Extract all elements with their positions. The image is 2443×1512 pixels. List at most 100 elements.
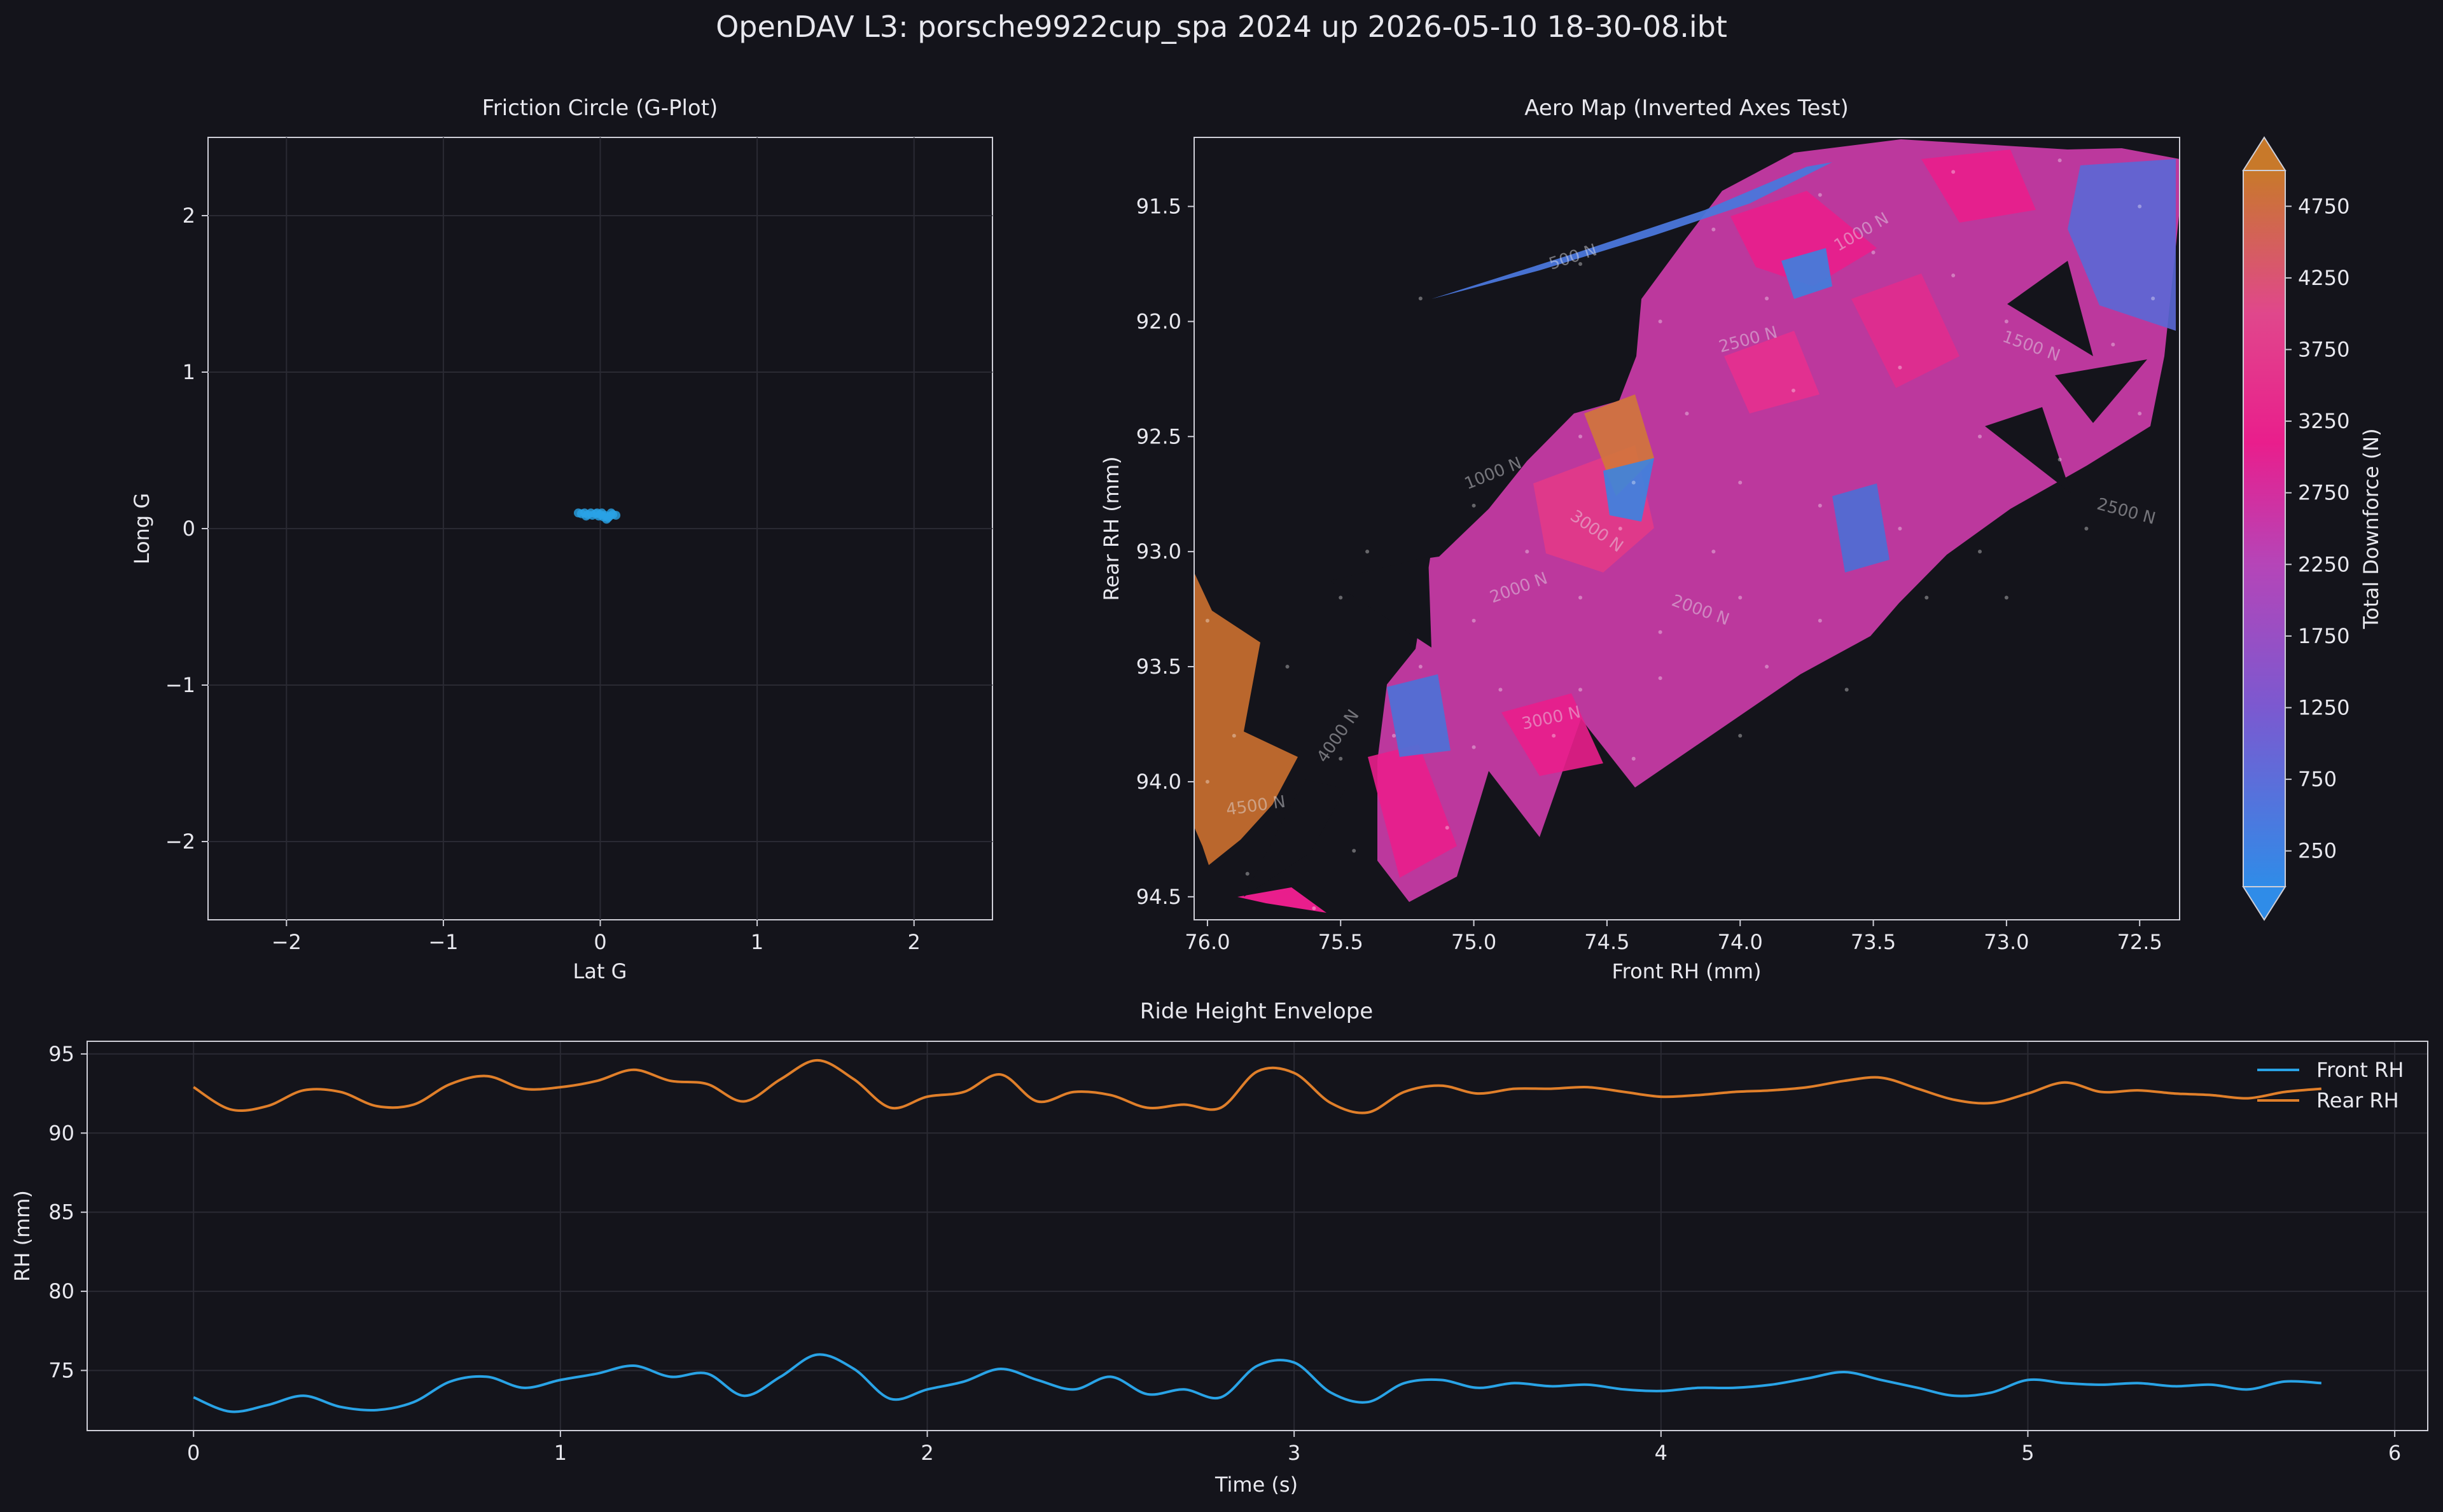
friction-circle-ylabel: Long G <box>130 493 154 564</box>
aero-map-contour-label: 4000 N <box>1313 706 1363 766</box>
colorbar-extend-bottom <box>2242 886 2286 921</box>
friction-circle-ytick-label: 0 <box>183 517 195 541</box>
aero-map-hot-6 <box>1724 331 1820 413</box>
aero-map-sample <box>1205 779 1209 784</box>
aero-map-sample <box>1844 688 1849 692</box>
ride-height-xtick-label: 5 <box>2021 1441 2034 1465</box>
aero-map-hole-5 <box>1244 779 1346 897</box>
aero-map-sample <box>1711 227 1716 232</box>
legend-label-rear-rh: Rear RH <box>2316 1088 2399 1113</box>
aero-map-sample <box>1312 906 1316 910</box>
ride-height-ytick-label: 80 <box>48 1279 74 1303</box>
aero-map-hole-1 <box>1330 557 1431 648</box>
ride-height-xtick-label: 3 <box>1288 1441 1300 1465</box>
ride-height-xtick-label: 1 <box>554 1441 567 1465</box>
aero-map-sample <box>1472 503 1476 508</box>
ride-height-ylabel: RH (mm) <box>10 1190 34 1282</box>
aero-map-ytick-label: 92.0 <box>1136 309 1181 333</box>
friction-circle-xtick-label: 0 <box>594 930 606 954</box>
friction-circle-ytick-label: −2 <box>165 829 195 854</box>
aero-map-frame <box>1194 137 2180 920</box>
aero-map-hole-4 <box>1985 407 2071 493</box>
friction-circle-ytick-label: 1 <box>183 360 195 384</box>
colorbar-tick-label: 1250 <box>2298 696 2349 720</box>
aero-map-cool-2 <box>1603 458 1654 522</box>
aero-map-sample <box>1365 550 1370 554</box>
aero-map-title: Aero Map (Inverted Axes Test) <box>1524 95 1848 121</box>
aero-map-ytick-label: 93.0 <box>1136 539 1181 564</box>
aero-map-hot-4 <box>1501 693 1603 776</box>
ride-height-ytick-label: 95 <box>48 1042 74 1066</box>
aero-map-sample <box>1951 170 1956 174</box>
friction-circle-point <box>581 511 591 521</box>
colorbar-tick-label: 250 <box>2298 839 2337 863</box>
colorbar-tick-label: 2250 <box>2298 552 2349 576</box>
aero-map-ytick-label: 94.5 <box>1136 885 1181 909</box>
aero-map-sample <box>1205 618 1209 623</box>
aero-map-sample <box>1738 595 1743 600</box>
aero-map-sample <box>2111 342 2115 347</box>
aero-map-sample <box>1578 595 1583 600</box>
friction-circle-xlabel: Lat G <box>573 959 627 983</box>
aero-map-sample <box>1472 745 1476 749</box>
friction-circle-ytick-label: 2 <box>183 204 195 228</box>
aero-map-contour-field <box>1194 139 2180 913</box>
aero-map-sample <box>1578 688 1583 692</box>
friction-circle-point <box>611 511 621 520</box>
friction-circle-point <box>602 515 611 524</box>
aero-map-sample <box>1339 756 1343 761</box>
aero-map-sample <box>1498 688 1503 692</box>
friction-circle-ytick-label: −1 <box>165 673 195 697</box>
aero-map-sample <box>1924 595 1929 600</box>
colorbar: 250 750 1250 1750 2250 2750 3250 3750 4250 4750 T… <box>2242 136 2383 921</box>
colorbar-tick-label: 3750 <box>2298 338 2349 362</box>
aero-map-hot-1 <box>1730 191 1877 286</box>
aero-map-cool-3 <box>1387 674 1451 757</box>
aero-map-contour-label: 2500 N <box>2095 495 2157 529</box>
aero-map-sample <box>1738 733 1743 738</box>
aero-map-ytick-label: 93.5 <box>1136 655 1181 679</box>
aero-map-sample <box>1445 826 1449 830</box>
aero-map-sample <box>1765 296 1769 301</box>
aero-map-sample <box>1578 434 1583 439</box>
aero-map-sample <box>1978 550 1982 554</box>
aero-map-sample <box>1578 261 1583 266</box>
aero-map-sample <box>1898 527 1902 531</box>
aero-map-region-upper-spike <box>1431 162 1832 299</box>
aero-map-xtick-label: 76.0 <box>1185 930 1230 954</box>
ride-height-xtick-label: 6 <box>2388 1441 2401 1465</box>
aero-map-xtick-label: 73.5 <box>1851 930 1896 954</box>
ride-height-ytick-label: 90 <box>48 1121 74 1145</box>
aero-map-xtick-label: 74.0 <box>1718 930 1763 954</box>
aero-map-region-left-edge <box>1194 572 1298 865</box>
aero-map-hot-8 <box>1921 149 2036 223</box>
aero-map-contour-label: 500 N <box>1547 240 1599 274</box>
aero-map-sample <box>1951 274 1956 278</box>
friction-circle-panel: Friction Circle (G-Plot) Lat G Long G −2… <box>130 95 993 983</box>
colorbar-body <box>2243 170 2286 887</box>
aero-map-sample <box>1765 665 1769 669</box>
aero-map-sample <box>1658 676 1662 681</box>
colorbar-tick-label: 3250 <box>2298 409 2349 433</box>
ride-height-xtick-label: 0 <box>187 1441 200 1465</box>
aero-map-sample <box>1352 849 1356 853</box>
aero-map-sample <box>1418 296 1423 301</box>
colorbar-tick-label: 1750 <box>2298 624 2349 648</box>
colorbar-tick-label: 2750 <box>2298 481 2349 505</box>
aero-map-xtick-label: 72.5 <box>2117 930 2162 954</box>
friction-circle-xtick-label: 2 <box>908 930 921 954</box>
figure-title: OpenDAV L3: porsche9922cup_spa 2024 up 2… <box>716 10 1727 44</box>
aero-map-sample <box>1978 434 1982 439</box>
aero-map-sample <box>1711 550 1716 554</box>
aero-map-sample <box>2004 595 2008 600</box>
aero-map-sample <box>1418 665 1423 669</box>
colorbar-tick-label: 4750 <box>2298 194 2349 218</box>
aero-map-xtick-label: 75.5 <box>1318 930 1363 954</box>
aero-map-sample <box>1631 756 1636 761</box>
aero-map-sample <box>1818 503 1822 508</box>
aero-map-cool-5 <box>1781 248 1832 299</box>
aero-map-sample <box>1818 193 1822 197</box>
aero-map-sample <box>1898 365 1902 370</box>
aero-map-cool-1 <box>2068 159 2176 331</box>
